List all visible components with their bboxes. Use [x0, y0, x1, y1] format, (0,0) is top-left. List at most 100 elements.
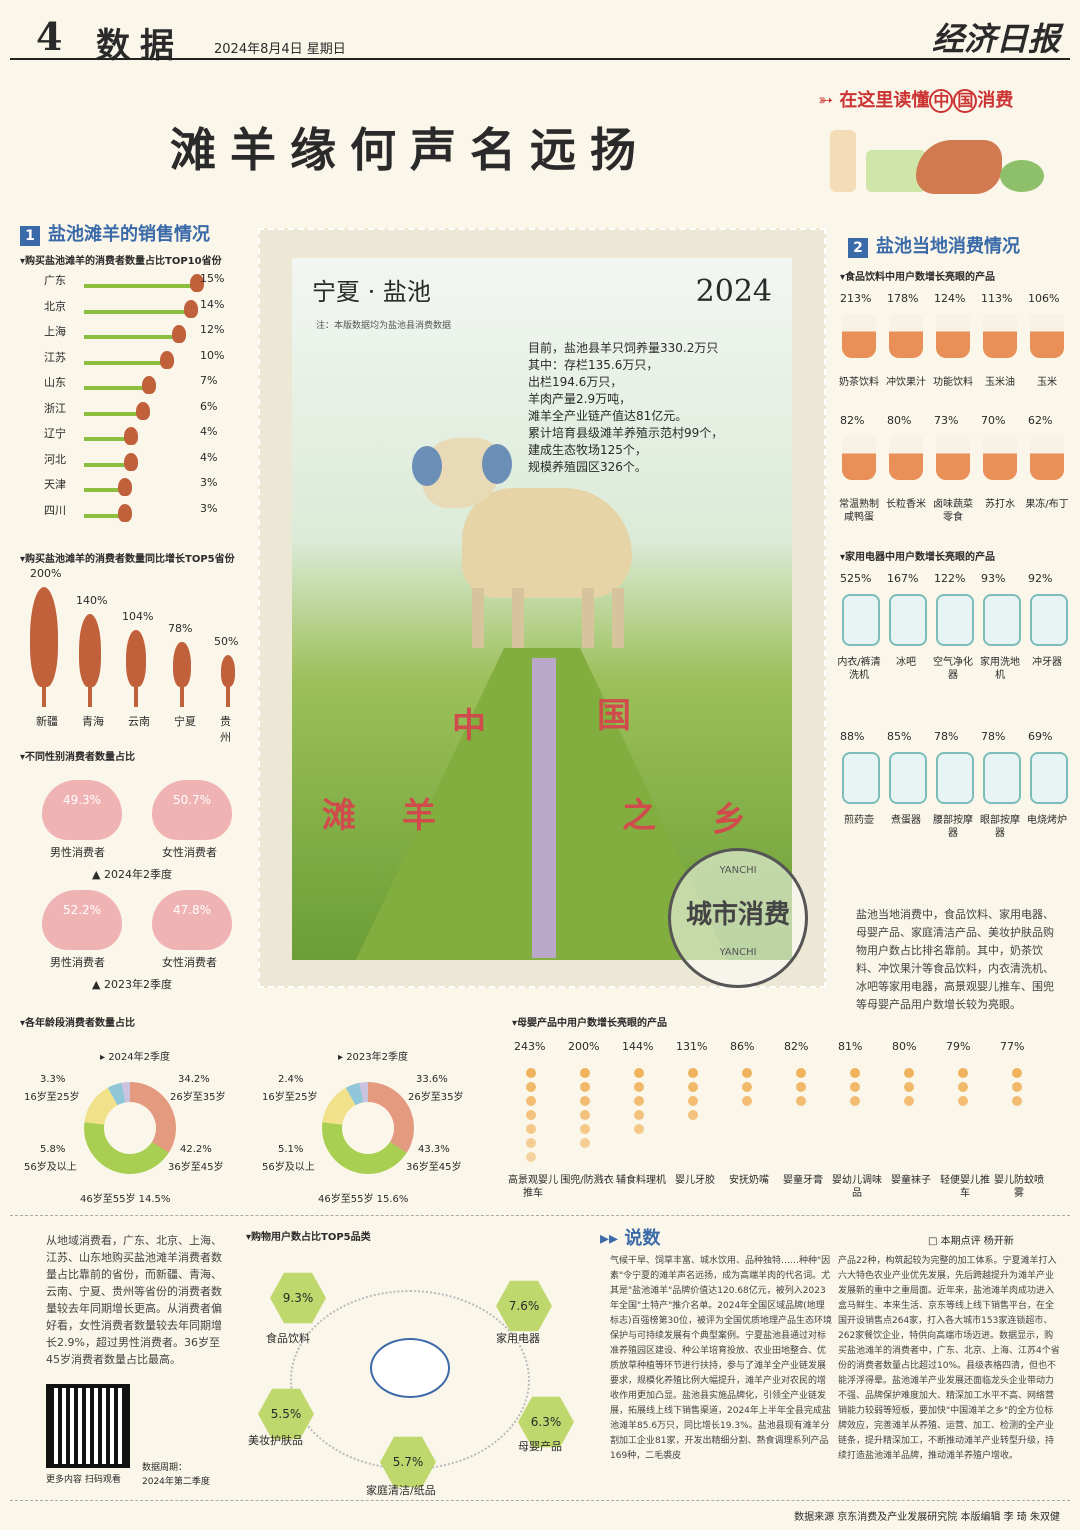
food-title: 食品饮料中用户数增长亮眼的产品	[840, 268, 995, 283]
baby-dot	[688, 1068, 698, 1078]
drink-cup-value: 213%	[840, 292, 872, 305]
baby-dot	[850, 1096, 860, 1106]
appliance-label: 煮蛋器	[891, 815, 921, 826]
drink-cup-icon	[842, 314, 876, 358]
stairway	[532, 658, 556, 958]
drumstick-mark	[118, 478, 132, 496]
sign-char: 滩	[322, 796, 356, 836]
age-title: 各年龄段消费者数量占比	[20, 1014, 135, 1029]
drink-cup-label: 常温熟制咸鸭蛋	[839, 499, 879, 523]
growth-value: 140%	[76, 594, 108, 607]
top10-title: 购买盐池滩羊的消费者数量占比TOP10省份	[20, 252, 222, 267]
growth-province: 宁夏	[174, 715, 196, 728]
footer-rule	[10, 1500, 1070, 1501]
age-d-label: 56岁及以上	[24, 1162, 77, 1173]
appliance-value: 85%	[887, 730, 912, 743]
top10-value: 14%	[200, 297, 225, 311]
stamp-place: 宁夏 · 盐池	[312, 278, 431, 306]
age-d-label: 56岁及以上	[262, 1162, 315, 1173]
appliance-value: 69%	[1028, 730, 1053, 743]
ram-illustration	[412, 418, 652, 658]
drumstick-bone	[88, 687, 92, 707]
female-2023-heart: 47.8%	[152, 890, 232, 950]
drumstick-mark	[184, 299, 198, 318]
baby-dot	[742, 1082, 752, 1092]
appliance-label: 电烧烤炉	[1027, 815, 1067, 826]
age-caption: ▸ 2023年2季度	[338, 1052, 409, 1063]
baby-value: 86%	[730, 1040, 755, 1053]
donut-hole	[104, 1102, 156, 1154]
drink-cup-value: 113%	[981, 292, 1013, 305]
age-b: 33.6%	[416, 1074, 448, 1085]
growth-drumstick	[173, 641, 191, 687]
section2-paragraph: 盐池当地消费中，食品饮料、家用电器、母婴产品、家庭清洁产品、美妆护肤品购物用户数…	[856, 908, 1054, 1011]
gender-2023-caption: ▲ 2023年2季度	[92, 978, 172, 991]
appliance-icon	[1030, 752, 1068, 804]
appliance-icon	[842, 594, 880, 646]
top10-bar	[84, 411, 140, 416]
baby-chart: 243% 高景观婴儿推车 200% 围兜/防溅衣 144% 辅食料理机 131% 婴儿牙胶 86…	[506, 1040, 1066, 1210]
age-d: 5.8%	[40, 1144, 66, 1155]
appliance-icon	[983, 594, 1021, 646]
drumstick-mark	[136, 401, 150, 420]
appliance-value: 78%	[981, 730, 1006, 743]
top10-bar	[84, 462, 128, 467]
drumstick-mark	[160, 350, 174, 369]
province-label: 四川	[44, 503, 66, 517]
baby-dot	[526, 1124, 536, 1134]
age-a: 2.4%	[278, 1074, 304, 1085]
top5-label: 家庭清洁/纸品	[366, 1484, 436, 1497]
top10-bar	[84, 488, 122, 492]
commentary-title: ▸▸ 说数	[600, 1228, 661, 1249]
baby-label: 婴童牙膏	[783, 1175, 823, 1186]
age-e: 46岁至55岁 14.5%	[80, 1194, 171, 1205]
top10-value: 3%	[200, 501, 218, 515]
stamp-note: 注：本版数据均为盐池县消费数据	[316, 321, 452, 331]
province-label: 天津	[44, 478, 66, 491]
province-label: 辽宁	[44, 427, 66, 440]
baby-dot	[1012, 1096, 1022, 1106]
baby-dot	[904, 1068, 914, 1078]
top5-chart: 9.3% 食品饮料 7.6% 家用电器 5.5% 美妆护肤品 6.3% 母婴产品 5.7% 家庭清…	[240, 1250, 580, 1500]
period-label: 数据周期：	[142, 1463, 188, 1473]
top10-bar	[84, 513, 122, 518]
drumstick-mark	[124, 427, 138, 445]
appliance-grid: 525% 内衣/裤清洗机 167% 冰吧 122% 空气净化器 93% 家用洗地机 92% 冲牙器…	[836, 572, 1070, 882]
baby-dot	[580, 1138, 590, 1148]
appliance-value: 92%	[1028, 572, 1053, 585]
baby-dot	[526, 1096, 536, 1106]
gender-title: 不同性别消费者数量占比	[20, 748, 135, 763]
top10-bar	[84, 335, 176, 339]
appliance-icon	[842, 752, 880, 804]
top10-chart: 广东 15% 北京 14% 上海 12% 江苏 10% 山东 7% 浙江 6% 辽宁 4% 河北 4% 天津 3%…	[44, 272, 234, 522]
age-e: 46岁至55岁 15.6%	[318, 1194, 409, 1205]
growth-province: 云南	[128, 715, 150, 728]
stamp-illustration: 宁夏 · 盐池 2024 注：本版数据均为盐池县消费数据 目前，盐池县羊只饲养量…	[292, 258, 792, 960]
stamp-stat-line: 目前，盐池县羊只饲养量330.2万只	[528, 341, 719, 355]
top10-bar	[84, 309, 188, 314]
baby-value: 131%	[676, 1040, 708, 1053]
growth-drumstick	[78, 614, 102, 687]
growth-title: 购买盐池滩羊的消费者数量同比增长TOP5省份	[20, 550, 235, 565]
age-a: 3.3%	[40, 1074, 66, 1085]
top5-title: 购物用户数占比TOP5品类	[246, 1228, 371, 1243]
baby-label: 婴幼儿调味品	[832, 1175, 882, 1199]
appliance-value: 167%	[887, 572, 919, 585]
male-2023-heart: 52.2%	[42, 890, 122, 950]
province-label: 江苏	[44, 350, 66, 364]
province-label: 山东	[44, 376, 66, 389]
city-consumption-seal: YANCHI 城市消费 YANCHI	[668, 848, 808, 988]
drumstick-mark	[124, 452, 138, 471]
appliance-label: 冰吧	[896, 657, 916, 668]
drumstick-mark	[172, 325, 186, 343]
province-label: 浙江	[44, 401, 66, 415]
female-2024-heart: 50.7%	[152, 780, 232, 840]
baby-dot	[580, 1124, 590, 1134]
stamp-stat-line: 累计培育县级滩羊养殖示范村99个，	[528, 426, 724, 440]
drink-cup-label: 苏打水	[985, 499, 1015, 510]
age-a-label: 16岁至25岁	[24, 1092, 80, 1103]
baby-dot	[580, 1082, 590, 1092]
drink-cup-value: 70%	[981, 414, 1006, 427]
baby-dot	[688, 1110, 698, 1120]
baby-dot	[796, 1068, 806, 1078]
